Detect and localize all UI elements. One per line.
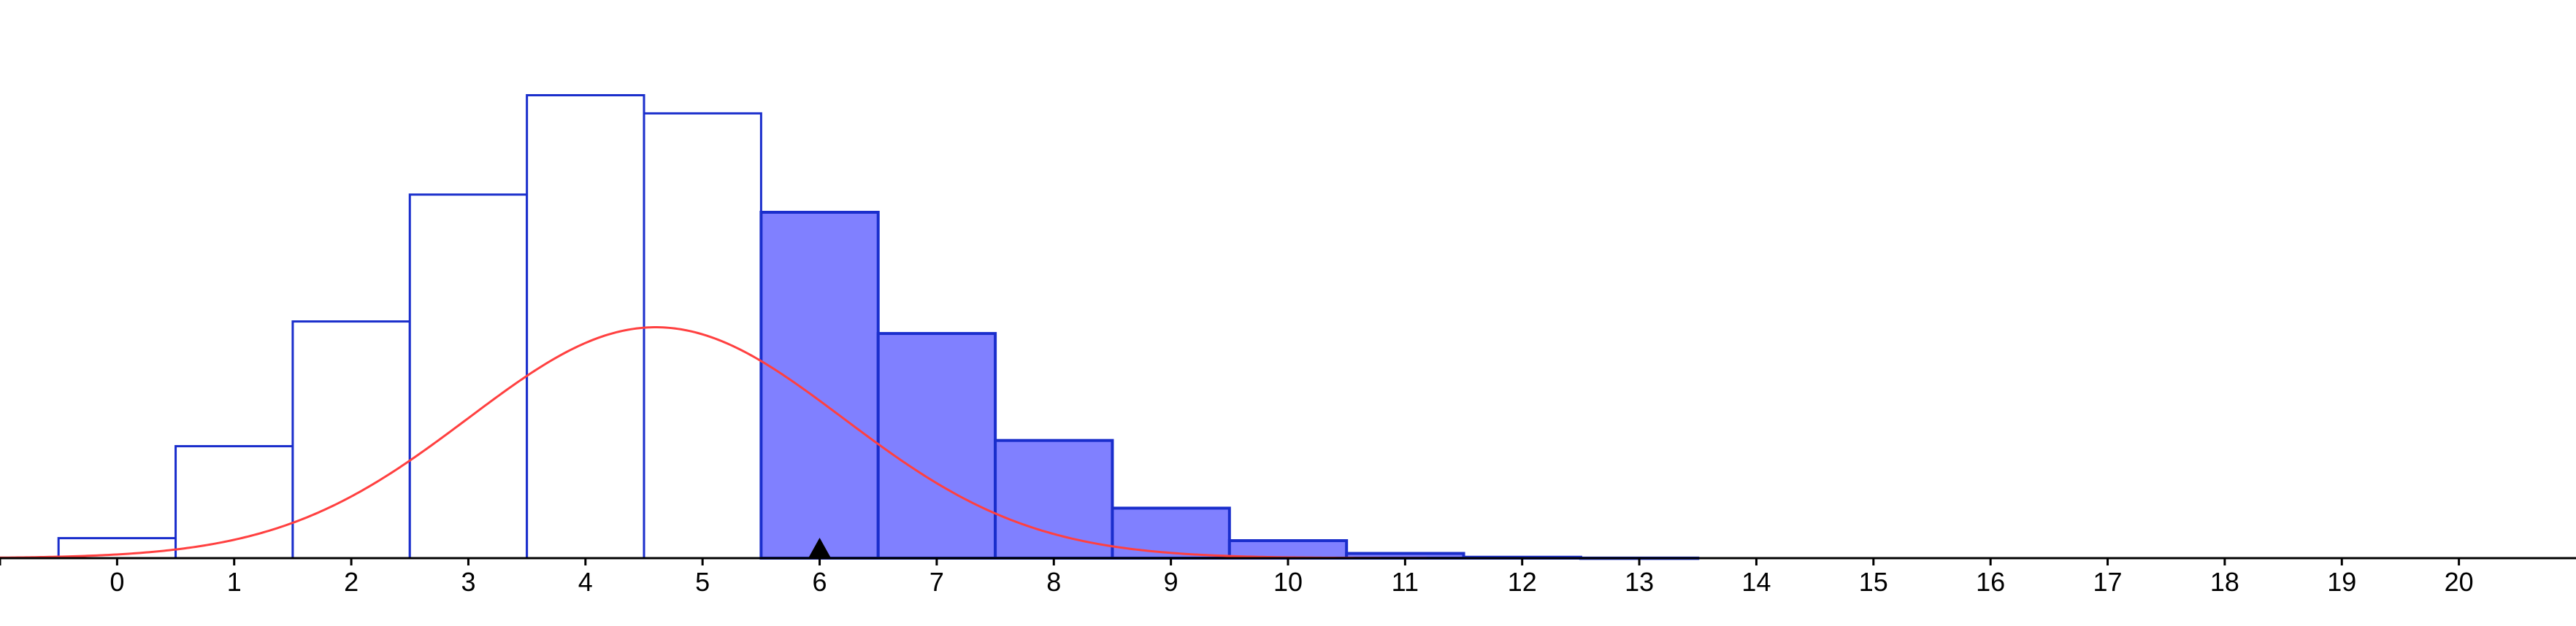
x-tick-label-16: 16 — [1976, 567, 2005, 597]
histogram-bar-5 — [643, 112, 762, 560]
x-tick-label-1: 1 — [227, 567, 242, 597]
histogram-bar-8 — [994, 438, 1114, 560]
x-tick-label-19: 19 — [2327, 567, 2356, 597]
x-tick-label-4: 4 — [578, 567, 593, 597]
x-tick-label-8: 8 — [1046, 567, 1061, 597]
x-tick-label-18: 18 — [2210, 567, 2239, 597]
x-tick-label-5: 5 — [695, 567, 710, 597]
histogram-bar-9 — [1111, 506, 1231, 560]
histogram-bar-6 — [759, 210, 880, 560]
x-tick-label-12: 12 — [1508, 567, 1537, 597]
x-tick-label-14: 14 — [1741, 567, 1771, 597]
histogram-bar-4 — [526, 94, 645, 560]
x-tick-label-20: 20 — [2445, 567, 2474, 597]
value-marker-triangle — [808, 538, 831, 557]
x-axis-ticks: 0 1 2 3 4 5 6 7 8 9 10 11 12 13 14 15 16 17 18 19 20 — [0, 558, 2474, 597]
x-tick-label-7: 7 — [929, 567, 944, 597]
histogram-bar-3 — [408, 193, 529, 560]
x-tick-label-17: 17 — [2093, 567, 2123, 597]
x-tick-label-3: 3 — [461, 567, 475, 597]
x-tick-label-2: 2 — [344, 567, 359, 597]
x-tick-label-0: 0 — [110, 567, 124, 597]
histogram-bar-2 — [291, 320, 411, 560]
x-tick-label-13: 13 — [1625, 567, 1654, 597]
x-tick-label-11: 11 — [1392, 567, 1419, 597]
x-tick-label-10: 10 — [1273, 567, 1303, 597]
histogram-bar-1 — [175, 445, 294, 560]
x-tick-label-15: 15 — [1859, 567, 1888, 597]
histogram-bar-7 — [876, 332, 997, 560]
x-tick-label-6: 6 — [813, 567, 827, 597]
x-tick-label-9: 9 — [1164, 567, 1178, 597]
histogram-bars — [57, 94, 1700, 560]
